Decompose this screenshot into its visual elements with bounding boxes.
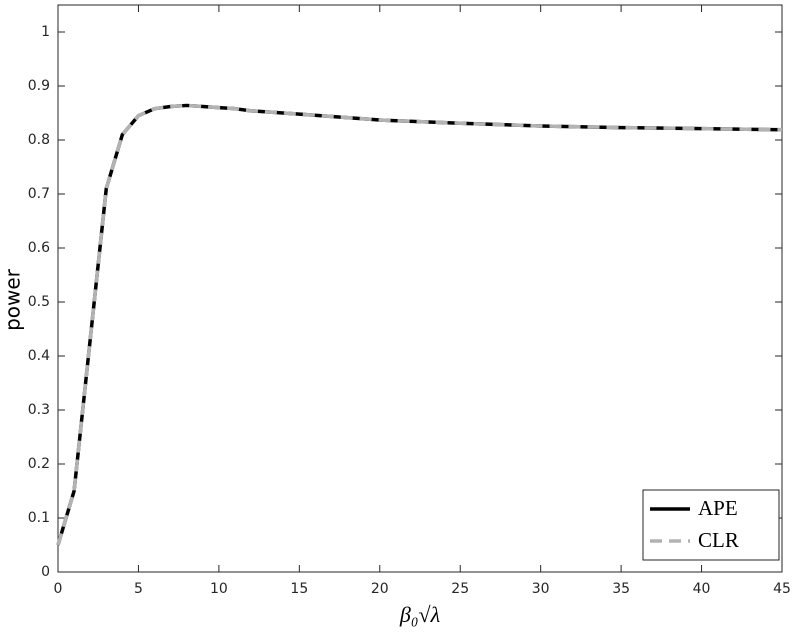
y-tick-label: 0.8 — [28, 132, 50, 148]
y-tick-label: 0.9 — [28, 78, 50, 94]
y-tick-label: 0.4 — [28, 348, 50, 364]
y-tick-label: 0.3 — [28, 402, 50, 418]
legend-label: CLR — [698, 528, 739, 552]
y-tick-label: 0.6 — [28, 240, 50, 256]
y-axis-label: power — [1, 268, 25, 331]
x-tick-label: 40 — [693, 581, 711, 597]
x-tick-label: 30 — [532, 581, 550, 597]
y-tick-label: 0.7 — [28, 186, 50, 202]
legend-box — [642, 489, 780, 561]
y-tick-label: 0.5 — [28, 294, 50, 310]
legend-label: APE — [698, 496, 738, 520]
x-tick-label: 15 — [290, 581, 308, 597]
y-tick-label: 0.2 — [28, 456, 50, 472]
x-tick-label: 10 — [210, 581, 228, 597]
x-tick-label: 35 — [612, 581, 630, 597]
series-line — [56, 103, 783, 546]
x-tick-label: 5 — [134, 581, 143, 597]
x-tick-label: 20 — [371, 581, 389, 597]
y-tick-label: 0 — [41, 564, 50, 580]
x-tick-label: 25 — [451, 581, 469, 597]
x-axis-label: β₀√λ — [399, 602, 440, 627]
x-tick-label: 0 — [54, 581, 63, 597]
x-tick-label: 45 — [773, 581, 791, 597]
y-tick-label: 0.1 — [28, 510, 50, 526]
plot-area — [57, 4, 783, 573]
y-tick-label: 1 — [41, 24, 50, 40]
